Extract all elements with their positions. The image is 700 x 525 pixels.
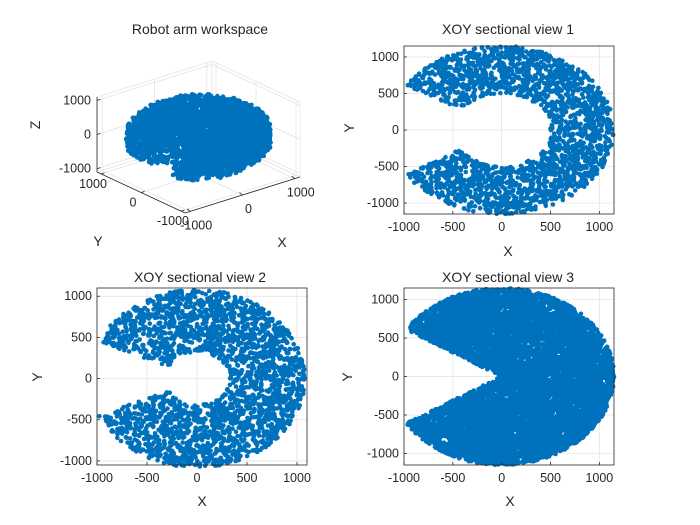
data-point [225, 127, 230, 132]
data-point [572, 188, 578, 193]
data-point [471, 208, 476, 214]
tick-label-x: 0 [245, 202, 252, 216]
tick-label-y: 0 [130, 196, 137, 210]
tick-label-z: 0 [84, 128, 91, 142]
tick-label-z: -1000 [59, 162, 91, 176]
data-point [132, 146, 137, 151]
data-point [166, 140, 171, 146]
data-point [166, 114, 172, 119]
data-point [462, 206, 467, 211]
chart-title: Robot arm workspace [132, 21, 268, 37]
data-point [267, 132, 273, 138]
grid-line-x [101, 95, 191, 212]
data-point [160, 154, 166, 159]
data-point [134, 126, 139, 131]
data-point [466, 207, 471, 213]
grid-line-z [96, 64, 301, 106]
axis-label-y: Y [93, 233, 103, 249]
data-point [208, 171, 213, 177]
axis-label-z: Z [27, 120, 43, 129]
data-point [230, 121, 235, 127]
data-point [249, 102, 254, 108]
data-point [206, 175, 212, 181]
data-point [228, 169, 233, 174]
data-point [186, 120, 191, 125]
data-point [229, 109, 235, 115]
tick-label-z: 1000 [63, 93, 91, 107]
data-point [607, 106, 613, 112]
data-point [196, 132, 201, 137]
data-point [152, 121, 158, 127]
data-point [184, 94, 189, 99]
data-point [479, 45, 485, 51]
tick-label-y: -1000 [157, 214, 189, 228]
data-point [183, 123, 189, 129]
data-point [165, 119, 170, 124]
data-point [134, 122, 139, 128]
data-point [155, 133, 160, 139]
data-point [412, 180, 417, 185]
scatter-points-3d [123, 92, 273, 183]
data-point [197, 93, 203, 99]
data-point [204, 137, 209, 142]
data-point [156, 148, 162, 154]
tick-label-x: 1000 [287, 186, 315, 200]
data-point [231, 131, 236, 136]
data-point [165, 156, 171, 162]
tick-label-y: 1000 [79, 177, 107, 191]
data-point [207, 92, 212, 97]
data-point [210, 134, 216, 140]
data-point [175, 145, 180, 150]
data-point [202, 125, 207, 131]
data-point [256, 157, 262, 163]
data-point [267, 122, 273, 127]
grid-line-y [180, 100, 297, 212]
data-point [550, 202, 556, 207]
axis-label-x: X [277, 234, 287, 250]
data-point [267, 145, 273, 150]
